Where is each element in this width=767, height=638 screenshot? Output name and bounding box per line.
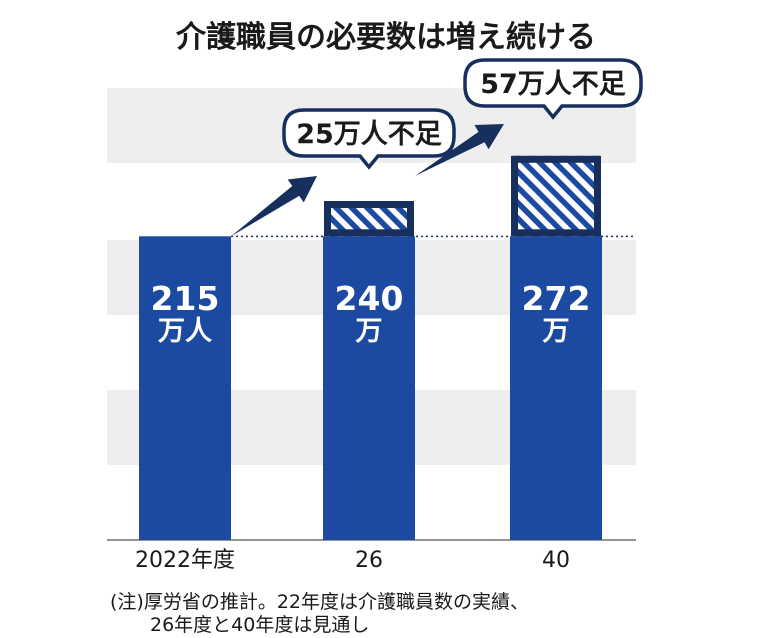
bar <box>139 236 231 540</box>
footnote-line-1: (注)厚労省の推計。22年度は介護職員数の実績、 <box>110 591 529 613</box>
growth-arrow <box>231 176 317 237</box>
bar-value-unit: 万 <box>356 316 383 347</box>
shortfall-hatch <box>511 155 601 237</box>
bar-value-label: 215 <box>151 279 220 318</box>
bar <box>323 236 415 540</box>
footnote: (注)厚労省の推計。22年度は介護職員数の実績、 26年度と40年度は見通し <box>110 591 529 636</box>
chart-title: 介護職員の必要数は増え続ける <box>175 20 596 55</box>
bar-value-label: 240 <box>335 279 404 318</box>
x-tick-label: 26 <box>355 548 383 573</box>
bar-value-unit: 万 <box>543 316 570 347</box>
bar-value-label: 272 <box>522 279 591 318</box>
x-tick-label: 40 <box>542 548 570 573</box>
shortfall-callout <box>463 58 643 120</box>
shortfall-callout-label: 25万人不足 <box>296 119 442 150</box>
shortfall-callout <box>282 108 456 170</box>
shortfall-callout-label: 57万人不足 <box>480 69 626 100</box>
bar <box>510 236 602 540</box>
x-tick-label: 2022年度 <box>135 548 235 573</box>
footnote-line-2: 26年度と40年度は見通し <box>150 614 369 636</box>
bar-value-unit: 万人 <box>158 316 212 347</box>
growth-arrow <box>415 124 504 176</box>
shortfall-box <box>511 155 601 237</box>
shortfall-box <box>324 201 414 237</box>
